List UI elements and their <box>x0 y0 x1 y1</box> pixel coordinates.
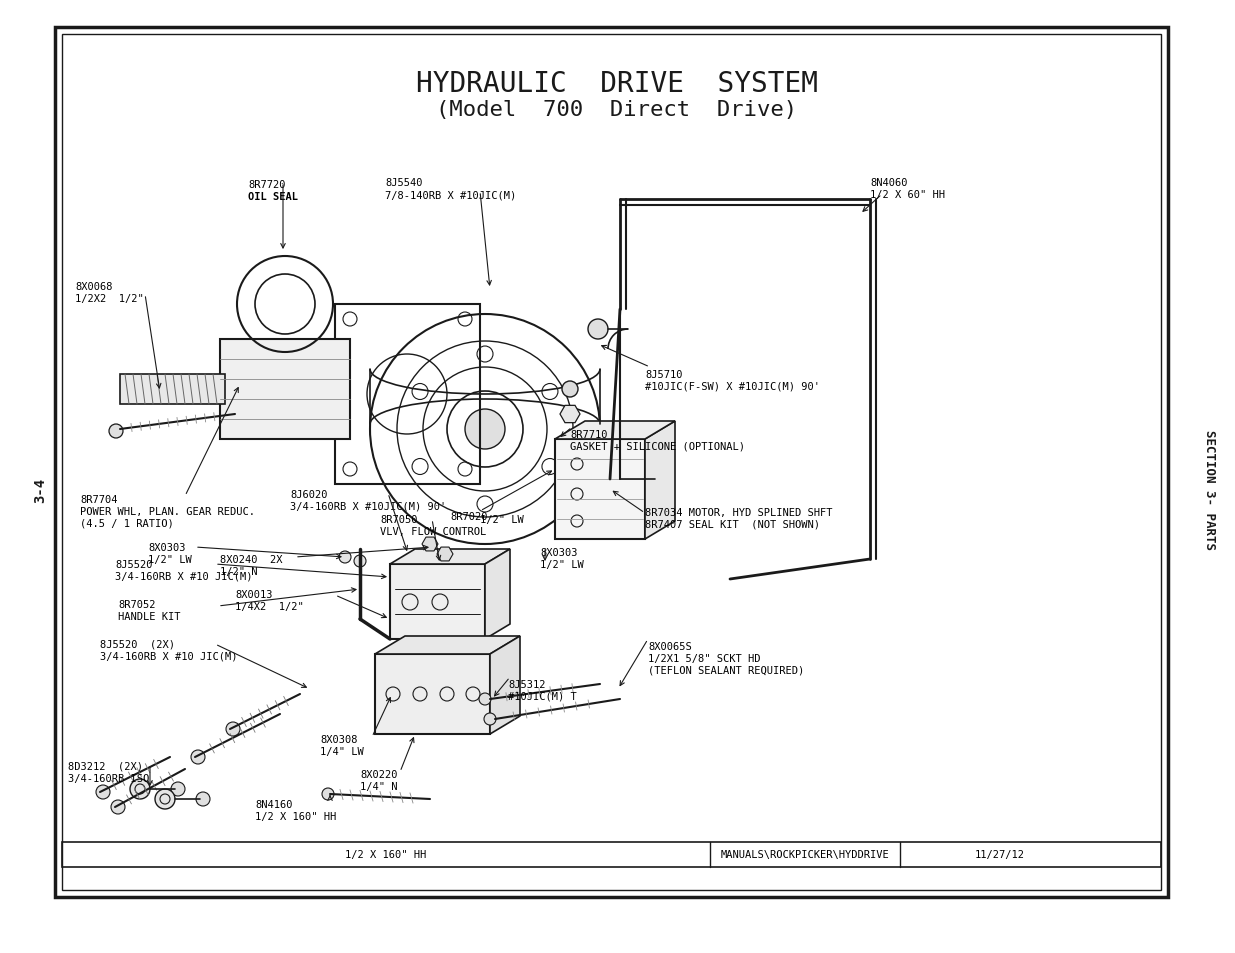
Text: (Model  700  Direct  Drive): (Model 700 Direct Drive) <box>436 100 798 120</box>
Text: 8X0308: 8X0308 <box>320 734 357 744</box>
Text: 8X0220: 8X0220 <box>359 769 398 780</box>
Text: 8J5710: 8J5710 <box>645 370 683 379</box>
Text: (4.5 / 1 RATIO): (4.5 / 1 RATIO) <box>80 518 174 529</box>
Text: 8R7020: 8R7020 <box>450 512 488 521</box>
Circle shape <box>562 381 578 397</box>
Bar <box>62 35 1161 890</box>
Text: 8X0240  2X: 8X0240 2X <box>220 555 283 564</box>
Circle shape <box>484 713 496 725</box>
Polygon shape <box>555 421 676 439</box>
Text: MANUALS\ROCKPICKER\HYDDRIVE: MANUALS\ROCKPICKER\HYDDRIVE <box>721 850 889 860</box>
Text: 8X0303: 8X0303 <box>540 547 578 558</box>
Circle shape <box>588 319 608 339</box>
Circle shape <box>354 556 366 567</box>
Text: 3/4-160RB X #10JIC(M) 90': 3/4-160RB X #10JIC(M) 90' <box>290 501 446 512</box>
Text: 1/2" LW: 1/2" LW <box>540 559 584 569</box>
Text: 3/4-160RB X #10 JIC(M): 3/4-160RB X #10 JIC(M) <box>100 651 237 661</box>
Text: 8R7034 MOTOR, HYD SPLINED SHFT: 8R7034 MOTOR, HYD SPLINED SHFT <box>645 507 832 517</box>
Bar <box>335 305 480 484</box>
Text: 1/2" LW: 1/2" LW <box>148 555 191 564</box>
Text: GASKET + SILICONE (OPTIONAL): GASKET + SILICONE (OPTIONAL) <box>571 441 745 452</box>
Text: POWER WHL, PLAN. GEAR REDUC.: POWER WHL, PLAN. GEAR REDUC. <box>80 506 254 517</box>
Circle shape <box>111 801 125 814</box>
Polygon shape <box>390 550 510 564</box>
Text: 8N4060: 8N4060 <box>869 178 908 188</box>
Circle shape <box>191 750 205 764</box>
Text: 8J6020: 8J6020 <box>290 490 327 499</box>
Text: 1/4" N: 1/4" N <box>359 781 398 791</box>
Text: 8J5520: 8J5520 <box>115 559 152 569</box>
Bar <box>220 339 350 439</box>
Text: 8R7407 SEAL KIT  (NOT SHOWN): 8R7407 SEAL KIT (NOT SHOWN) <box>645 519 820 530</box>
Text: 8J5540: 8J5540 <box>385 178 422 188</box>
Polygon shape <box>490 637 520 734</box>
Text: 8R7052: 8R7052 <box>119 599 156 609</box>
Circle shape <box>338 552 351 563</box>
Circle shape <box>226 722 240 737</box>
Text: SECTION 3- PARTS: SECTION 3- PARTS <box>1203 430 1216 550</box>
Text: 8R7710: 8R7710 <box>571 430 608 439</box>
Bar <box>62 842 1161 867</box>
Circle shape <box>156 789 175 809</box>
Text: 8X0303: 8X0303 <box>148 542 185 553</box>
Circle shape <box>322 788 333 801</box>
Text: 3/4-160RB X #10 JIC(M): 3/4-160RB X #10 JIC(M) <box>115 572 252 581</box>
Circle shape <box>466 410 505 450</box>
Text: 3/4-160RB ISO: 3/4-160RB ISO <box>68 773 149 783</box>
Text: 8X0068: 8X0068 <box>75 282 112 292</box>
Polygon shape <box>422 537 438 552</box>
Text: 1/2" LW: 1/2" LW <box>480 515 524 524</box>
Polygon shape <box>485 550 510 639</box>
Text: 8X0065S: 8X0065S <box>648 641 692 651</box>
Circle shape <box>109 424 124 438</box>
Circle shape <box>196 792 210 806</box>
Text: 11/27/12: 11/27/12 <box>974 850 1025 860</box>
Bar <box>120 375 225 405</box>
Text: HYDRAULIC  DRIVE  SYSTEM: HYDRAULIC DRIVE SYSTEM <box>416 70 818 98</box>
Text: 1/2 X 160" HH: 1/2 X 160" HH <box>254 811 336 821</box>
Text: 1/2 X 60" HH: 1/2 X 60" HH <box>869 190 945 200</box>
Text: 8N4160: 8N4160 <box>254 800 293 809</box>
Polygon shape <box>437 547 453 561</box>
Circle shape <box>170 782 185 796</box>
Text: OIL SEAL: OIL SEAL <box>248 192 298 202</box>
Text: 1/2X2  1/2": 1/2X2 1/2" <box>75 294 143 304</box>
Text: VLV, FLOW CONTROL: VLV, FLOW CONTROL <box>380 526 487 537</box>
Text: #10JIC(F-SW) X #10JIC(M) 90': #10JIC(F-SW) X #10JIC(M) 90' <box>645 381 820 392</box>
Text: #10JIC(M) T: #10JIC(M) T <box>508 691 577 701</box>
Text: 1/2 X 160" HH: 1/2 X 160" HH <box>346 850 426 860</box>
Circle shape <box>130 780 149 800</box>
Bar <box>390 564 485 639</box>
Text: HANDLE KIT: HANDLE KIT <box>119 612 180 621</box>
Circle shape <box>96 785 110 800</box>
Circle shape <box>479 693 492 705</box>
Text: 8J5520  (2X): 8J5520 (2X) <box>100 639 175 649</box>
Polygon shape <box>559 406 580 423</box>
Bar <box>375 655 490 734</box>
Text: 3-4: 3-4 <box>33 476 47 502</box>
Text: 8R7704: 8R7704 <box>80 495 117 504</box>
Text: 1/2" N: 1/2" N <box>220 566 258 577</box>
Text: 8R7050: 8R7050 <box>380 515 417 524</box>
Text: 8R7720: 8R7720 <box>248 180 285 190</box>
Polygon shape <box>645 421 676 539</box>
Text: 1/4" LW: 1/4" LW <box>320 746 364 757</box>
Text: 7/8-140RB X #10JIC(M): 7/8-140RB X #10JIC(M) <box>385 190 516 200</box>
Text: 1/4X2  1/2": 1/4X2 1/2" <box>235 601 304 612</box>
Text: 8D3212  (2X): 8D3212 (2X) <box>68 761 143 771</box>
Bar <box>555 439 645 539</box>
Polygon shape <box>375 637 520 655</box>
Text: 1/2X1 5/8" SCKT HD: 1/2X1 5/8" SCKT HD <box>648 654 761 663</box>
Text: 8X0013: 8X0013 <box>235 589 273 599</box>
Text: 8J5312: 8J5312 <box>508 679 546 689</box>
Text: (TEFLON SEALANT REQUIRED): (TEFLON SEALANT REQUIRED) <box>648 665 804 676</box>
